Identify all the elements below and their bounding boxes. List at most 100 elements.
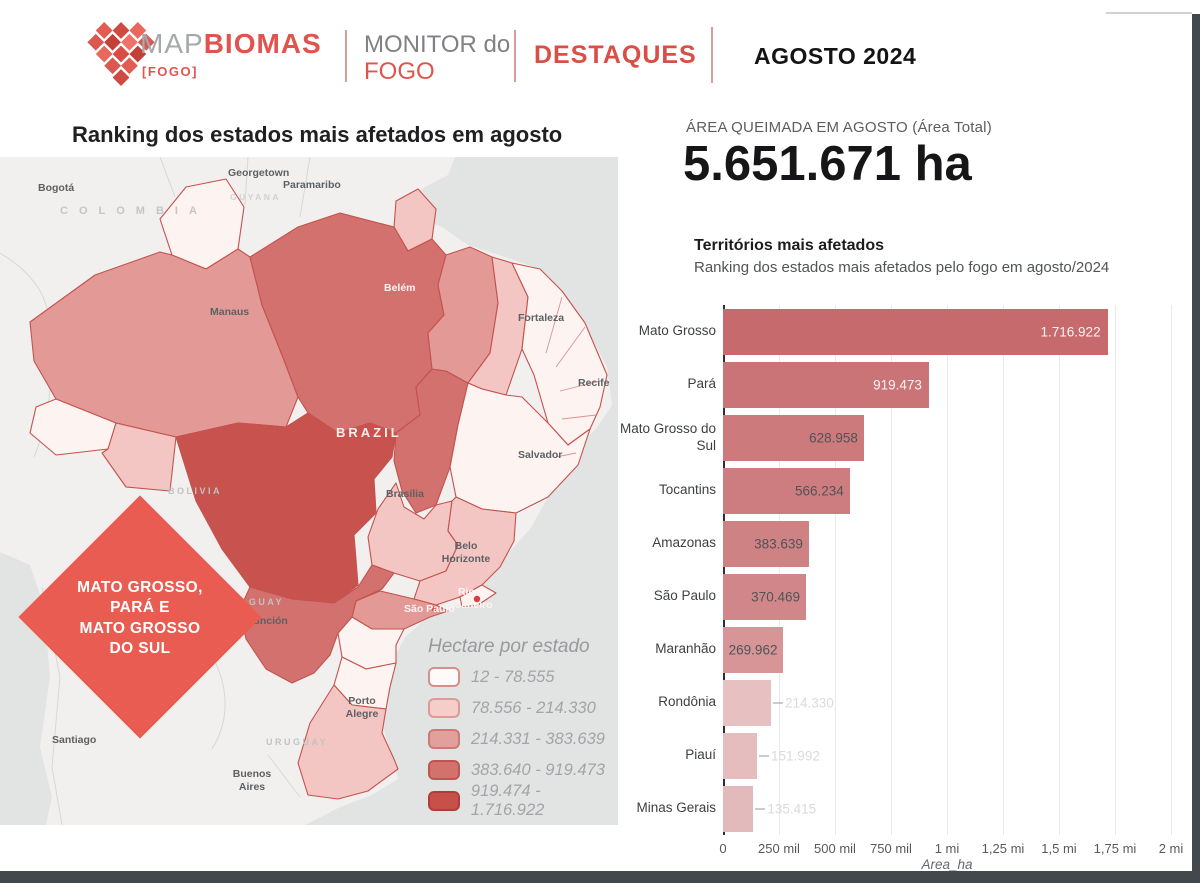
bar-category-label: Mato Grosso — [638, 323, 716, 339]
bar: 628.958 — [723, 414, 864, 461]
legend-swatch-icon — [428, 791, 460, 811]
map-label: URUGUAY — [266, 737, 328, 747]
legend-swatch-icon — [428, 760, 460, 780]
bar-row: Piauí 151.992 — [616, 729, 1176, 782]
map-label: COLOMBIA — [60, 205, 208, 217]
bar-row: Amazonas 383.639 — [616, 517, 1176, 570]
bar-row: Minas Gerais 135.415 — [616, 782, 1176, 835]
map-legend-item: 919.474 - 1.716.922 — [428, 782, 618, 819]
window-right-edge — [1192, 14, 1200, 883]
header-divider — [514, 30, 516, 82]
monitor-line1: MONITOR do — [364, 31, 511, 58]
legend-range-label: 78.556 - 214.330 — [471, 698, 596, 717]
brand-fogo-tag: [FOGO] — [142, 64, 198, 79]
map-legend-item: 383.640 - 919.473 — [428, 760, 618, 780]
monitor-do-fogo-title: MONITOR do FOGO — [364, 31, 510, 85]
bar-category-label: Amazonas — [652, 535, 716, 551]
legend-range-label: 12 - 78.555 — [471, 667, 555, 686]
window-bottom-edge — [0, 871, 1200, 883]
bar-value-label: 151.992 — [759, 748, 820, 763]
bar: 1.716.922 — [723, 308, 1108, 355]
x-tick-label: 250 mil — [758, 841, 800, 856]
gridline — [1171, 305, 1172, 835]
x-axis-label: Area_ha — [921, 857, 973, 872]
header-divider — [345, 30, 347, 82]
x-tick-label: 1 mi — [934, 841, 960, 856]
map-label: Fortaleza — [518, 312, 564, 324]
map-section-title: Ranking dos estados mais afetados em ago… — [72, 122, 563, 147]
map-legend: Hectare por estado 12 - 78.555 78.556 - 2… — [428, 636, 618, 822]
map-legend-items: 12 - 78.555 78.556 - 214.330 214.331 - 383… — [428, 667, 618, 819]
brand-map: MAP — [140, 28, 204, 59]
bar-value-label: 1.716.922 — [1040, 324, 1101, 339]
bar-row: Maranhão 269.962 — [616, 623, 1176, 676]
map-canvas: Bogotá COLOMBIA GeorgetownParamariboGUYANA… — [0, 157, 618, 825]
kpi-value: 5.651.671 ha — [683, 137, 972, 191]
map-label: Porto Alegre — [346, 695, 379, 720]
gridline — [835, 305, 836, 835]
map-label: Santiago — [52, 734, 96, 746]
highlight-diamond-line: PARÁ E — [110, 599, 170, 617]
x-tick-label: 1,5 mi — [1041, 841, 1077, 856]
bar — [723, 785, 754, 832]
state-maranhao — [427, 246, 499, 384]
rio-marker-icon — [473, 595, 481, 603]
map-label: Rio de Janeiro — [455, 586, 492, 611]
map-label: GUYANA — [230, 192, 281, 202]
brand-biomas: BIOMAS — [203, 28, 322, 59]
bar-value-label: 214.330 — [773, 695, 834, 710]
map-legend-item: 12 - 78.555 — [428, 667, 618, 687]
monitor-line2: FOGO — [364, 58, 435, 85]
bar-category-label: São Paulo — [653, 588, 716, 604]
x-axis-ticks: 0 250 mil 500 mil 750 mil 1 mi 1,25 mi 1,5 mi 1… — [719, 841, 1183, 857]
chart-subtitle: Ranking dos estados mais afetados pelo f… — [694, 259, 1110, 276]
bar-category-label: Minas Gerais — [636, 800, 716, 816]
bar-value-label: 269.962 — [728, 642, 778, 657]
bar: 919.473 — [723, 361, 929, 408]
bar-category-label: Rondônia — [658, 694, 716, 710]
gridline — [1003, 305, 1004, 835]
bar-row: Mato Grosso do Sul 628.958 — [616, 411, 1176, 464]
gridline — [1059, 305, 1060, 835]
map-label: Buenos Aires — [233, 768, 272, 793]
bar-category-label: Tocantins — [658, 482, 716, 498]
bar-chart: Mato Grosso 1.716.922 Pará 919.473 Mato Gros… — [616, 305, 1183, 872]
ne-internal-borders — [545, 296, 601, 458]
map-label: Belo Horizonte — [442, 540, 491, 565]
state-rio-grande-do-sul — [297, 684, 399, 800]
legend-range-label: 383.640 - 919.473 — [471, 760, 605, 779]
map-label: Bogotá — [38, 182, 74, 194]
x-tick-label: 750 mil — [870, 841, 912, 856]
gridline — [779, 305, 780, 835]
brand-wordmark: MAPBIOMAS — [140, 30, 322, 58]
bar: 269.962 — [723, 626, 784, 673]
mapbiomas-logo-icon — [87, 22, 155, 86]
map-label: Brasília — [386, 488, 424, 500]
destaques-title: DESTAQUES — [534, 41, 697, 69]
bar-value-label: 383.639 — [754, 536, 803, 551]
map-legend-title: Hectare por estado — [428, 636, 590, 657]
x-tick-label: 1,75 mi — [1093, 841, 1137, 856]
gridline — [891, 305, 892, 835]
chart-gridlines — [723, 305, 1172, 835]
bar: 370.469 — [723, 573, 806, 620]
highlight-diamond-line: MATO GROSSO, — [77, 579, 203, 596]
gridline — [1115, 305, 1116, 835]
legend-swatch-icon — [428, 698, 460, 718]
bar: 383.639 — [723, 520, 809, 567]
highlight-diamond-label: MATO GROSSO, PARÁ E MATO GROSSO DO SUL — [30, 578, 250, 660]
bar-row: Mato Grosso 1.716.922 — [616, 305, 1176, 358]
legend-swatch-icon — [428, 667, 460, 687]
period-title: AGOSTO 2024 — [754, 43, 917, 69]
x-tick-label: 1,25 mi — [981, 841, 1025, 856]
bar-row: São Paulo 370.469 — [616, 570, 1176, 623]
bar-rows: Mato Grosso 1.716.922 Pará 919.473 Mato Gros… — [616, 305, 1176, 835]
map-label: Belém — [384, 282, 416, 294]
highlight-diamond-line: MATO GROSSO — [79, 619, 201, 637]
bar-value-label: 135.415 — [755, 801, 816, 816]
y-axis-line — [723, 305, 725, 835]
map-label: Salvador — [518, 449, 562, 461]
state-mato-grosso-do-sul — [239, 564, 395, 684]
map-label: Recife — [578, 377, 610, 389]
